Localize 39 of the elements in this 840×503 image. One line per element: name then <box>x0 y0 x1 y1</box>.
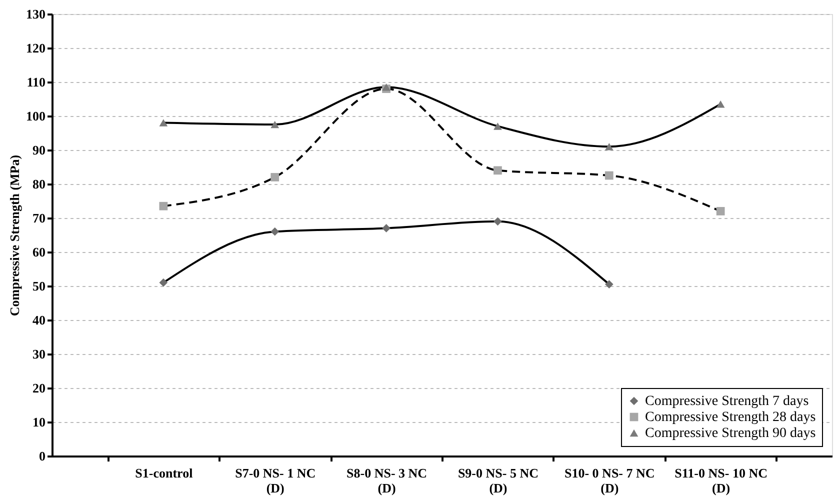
y-tick-label: 130 <box>26 6 46 22</box>
y-tick-label: 100 <box>26 108 46 124</box>
y-tick-label: 110 <box>26 74 46 90</box>
point <box>159 202 168 210</box>
y-tick-label: 20 <box>32 380 46 396</box>
point <box>716 100 725 108</box>
point <box>604 171 614 180</box>
point <box>270 173 280 182</box>
y-axis-title: Compressive Strength (MPa) <box>7 154 22 316</box>
point <box>382 224 390 232</box>
point <box>494 166 502 175</box>
y-tick-label: 0 <box>39 448 46 464</box>
y-tick-label: 70 <box>32 210 46 226</box>
y-tick-label: 30 <box>32 346 46 362</box>
x-tick-label: S10- 0 NS- 7 NC (D) <box>564 466 655 496</box>
y-tick-label: 90 <box>32 142 46 158</box>
x-tick-label: S1-control <box>135 466 194 480</box>
point <box>494 122 502 130</box>
y-tick-label: 50 <box>32 278 46 294</box>
point <box>159 278 168 287</box>
point <box>159 119 168 126</box>
x-tick-label: S11-0 NS- 10 NC (D) <box>674 466 768 496</box>
point <box>604 280 614 288</box>
x-tick-label: S9-0 NS- 5 NC (D) <box>458 466 538 496</box>
point <box>270 227 280 236</box>
point <box>716 207 725 216</box>
legend-label: Compressive Strength 7 days <box>645 394 809 409</box>
y-tick-label: 120 <box>26 40 46 56</box>
point <box>270 120 280 128</box>
legend-label: Compressive Strength 90 days <box>645 426 816 441</box>
point <box>494 217 502 226</box>
y-tick-label: 80 <box>32 176 46 192</box>
y-tick-label: 10 <box>32 414 46 430</box>
legend-label: Compressive Strength 28 days <box>645 410 816 425</box>
point <box>604 142 614 150</box>
y-tick-label: 60 <box>32 244 46 260</box>
y-tick-label: 40 <box>32 312 46 328</box>
x-tick-label: S7-0 NS- 1 NC (D) <box>235 466 316 496</box>
x-tick-label: S8-0 NS- 3 NC (D) <box>346 466 428 496</box>
